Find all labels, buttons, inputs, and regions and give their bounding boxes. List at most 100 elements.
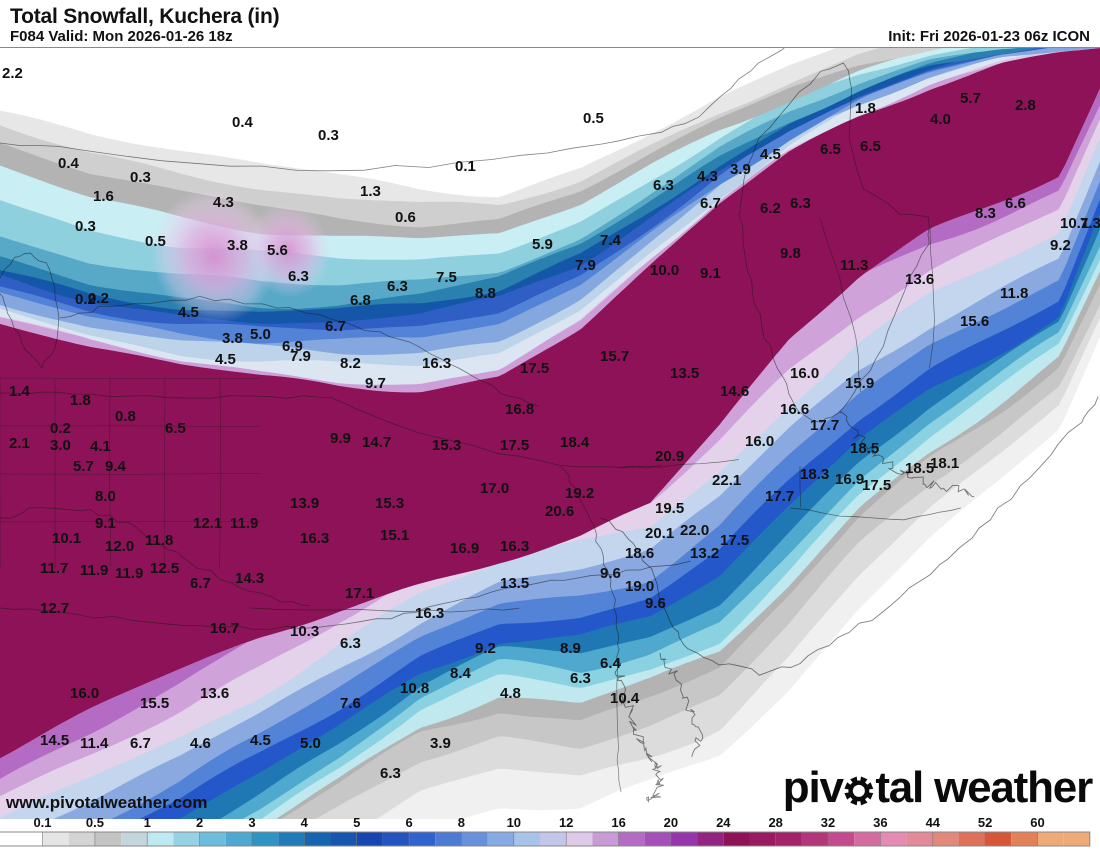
svg-text:6.3: 6.3 <box>570 670 591 687</box>
svg-text:19.5: 19.5 <box>655 500 684 517</box>
svg-text:12.7: 12.7 <box>40 600 69 617</box>
svg-text:13.2: 13.2 <box>690 545 719 562</box>
svg-text:10.0: 10.0 <box>650 262 679 279</box>
svg-text:6.5: 6.5 <box>165 420 186 437</box>
svg-text:6.7: 6.7 <box>190 575 211 592</box>
svg-text:14.3: 14.3 <box>235 570 264 587</box>
svg-text:4.1: 4.1 <box>90 438 111 455</box>
svg-text:16.3: 16.3 <box>500 538 529 555</box>
svg-text:16.0: 16.0 <box>745 433 774 450</box>
svg-text:11.8: 11.8 <box>1000 285 1028 302</box>
svg-text:0.2: 0.2 <box>88 290 109 307</box>
svg-text:9.1: 9.1 <box>95 515 116 532</box>
svg-text:9.8: 9.8 <box>780 245 801 262</box>
svg-text:18.1: 18.1 <box>930 455 959 472</box>
svg-text:0.3: 0.3 <box>75 218 96 235</box>
svg-text:11.8: 11.8 <box>145 532 173 549</box>
svg-text:0.4: 0.4 <box>58 155 80 172</box>
svg-text:28: 28 <box>768 815 782 830</box>
svg-text:10.3: 10.3 <box>290 623 319 640</box>
svg-text:6.7: 6.7 <box>130 735 151 752</box>
svg-text:1.8: 1.8 <box>855 100 876 117</box>
svg-text:11.4: 11.4 <box>80 735 109 752</box>
svg-text:18.3: 18.3 <box>800 466 829 483</box>
svg-text:11.7: 11.7 <box>40 560 68 577</box>
svg-text:10.1: 10.1 <box>52 530 81 547</box>
svg-text:9.9: 9.9 <box>330 430 351 447</box>
svg-text:5.0: 5.0 <box>300 735 321 752</box>
svg-text:19.2: 19.2 <box>565 485 594 502</box>
svg-text:7.9: 7.9 <box>290 348 311 365</box>
svg-text:3: 3 <box>248 815 255 830</box>
svg-text:6.3: 6.3 <box>288 268 309 285</box>
svg-text:16.7: 16.7 <box>210 620 239 637</box>
svg-text:16.6: 16.6 <box>780 401 809 418</box>
svg-text:6.3: 6.3 <box>790 195 811 212</box>
svg-text:4.5: 4.5 <box>178 304 199 321</box>
svg-text:11.9: 11.9 <box>80 562 108 579</box>
svg-text:6.7: 6.7 <box>325 318 346 335</box>
svg-text:12.0: 12.0 <box>105 538 134 555</box>
svg-text:32: 32 <box>821 815 835 830</box>
svg-text:13.6: 13.6 <box>200 685 229 702</box>
svg-text:36: 36 <box>873 815 887 830</box>
svg-text:0.1: 0.1 <box>33 815 51 830</box>
svg-text:16.0: 16.0 <box>790 365 819 382</box>
svg-text:6.8: 6.8 <box>350 292 371 309</box>
svg-text:2.2: 2.2 <box>2 65 23 82</box>
svg-text:3.8: 3.8 <box>227 237 248 254</box>
svg-text:15.6: 15.6 <box>960 313 989 330</box>
svg-text:8.8: 8.8 <box>475 285 496 302</box>
svg-text:15.9: 15.9 <box>845 375 874 392</box>
svg-text:11.9: 11.9 <box>115 565 143 582</box>
svg-text:22.1: 22.1 <box>712 472 741 489</box>
svg-text:8.2: 8.2 <box>340 355 361 372</box>
svg-text:6.5: 6.5 <box>820 141 841 158</box>
svg-text:12.5: 12.5 <box>150 560 179 577</box>
svg-text:2.1: 2.1 <box>9 435 30 452</box>
svg-text:4: 4 <box>301 815 309 830</box>
svg-text:0.3: 0.3 <box>318 127 339 144</box>
svg-text:17.1: 17.1 <box>345 585 374 602</box>
svg-text:13.5: 13.5 <box>500 575 529 592</box>
svg-text:4.6: 4.6 <box>190 735 211 752</box>
svg-text:16.9: 16.9 <box>450 540 479 557</box>
svg-text:8.9: 8.9 <box>560 640 581 657</box>
svg-text:8: 8 <box>458 815 465 830</box>
svg-text:17.5: 17.5 <box>862 477 891 494</box>
svg-text:10: 10 <box>507 815 521 830</box>
svg-text:3.9: 3.9 <box>430 735 451 752</box>
svg-text:9.7: 9.7 <box>365 375 386 392</box>
svg-text:14.6: 14.6 <box>720 383 749 400</box>
svg-text:7.3: 7.3 <box>1080 215 1100 232</box>
svg-text:6.5: 6.5 <box>860 138 881 155</box>
svg-text:5.7: 5.7 <box>73 458 94 475</box>
svg-text:0.5: 0.5 <box>145 233 166 250</box>
svg-text:4.8: 4.8 <box>500 685 521 702</box>
svg-text:15.1: 15.1 <box>380 527 409 544</box>
svg-text:6.3: 6.3 <box>380 765 401 782</box>
svg-text:24: 24 <box>716 815 731 830</box>
svg-text:6.6: 6.6 <box>1005 195 1026 212</box>
svg-text:7.9: 7.9 <box>575 257 596 274</box>
svg-text:3.9: 3.9 <box>730 161 751 178</box>
svg-text:16.8: 16.8 <box>505 401 534 418</box>
svg-text:16.3: 16.3 <box>415 605 444 622</box>
svg-text:0.6: 0.6 <box>395 209 416 226</box>
svg-text:17.5: 17.5 <box>500 437 529 454</box>
svg-text:11.3: 11.3 <box>840 257 868 274</box>
svg-text:9.6: 9.6 <box>645 595 666 612</box>
svg-text:7.5: 7.5 <box>436 269 457 286</box>
svg-text:5: 5 <box>353 815 360 830</box>
svg-text:17.0: 17.0 <box>480 480 509 497</box>
svg-text:8.3: 8.3 <box>975 205 996 222</box>
svg-text:20.6: 20.6 <box>545 503 574 520</box>
svg-text:12: 12 <box>559 815 573 830</box>
svg-text:0.1: 0.1 <box>455 158 476 175</box>
svg-text:0.2: 0.2 <box>50 420 71 437</box>
svg-text:4.5: 4.5 <box>250 732 271 749</box>
svg-text:16: 16 <box>611 815 625 830</box>
svg-text:16.0: 16.0 <box>70 685 99 702</box>
svg-text:60: 60 <box>1030 815 1044 830</box>
svg-text:5.9: 5.9 <box>532 236 553 253</box>
